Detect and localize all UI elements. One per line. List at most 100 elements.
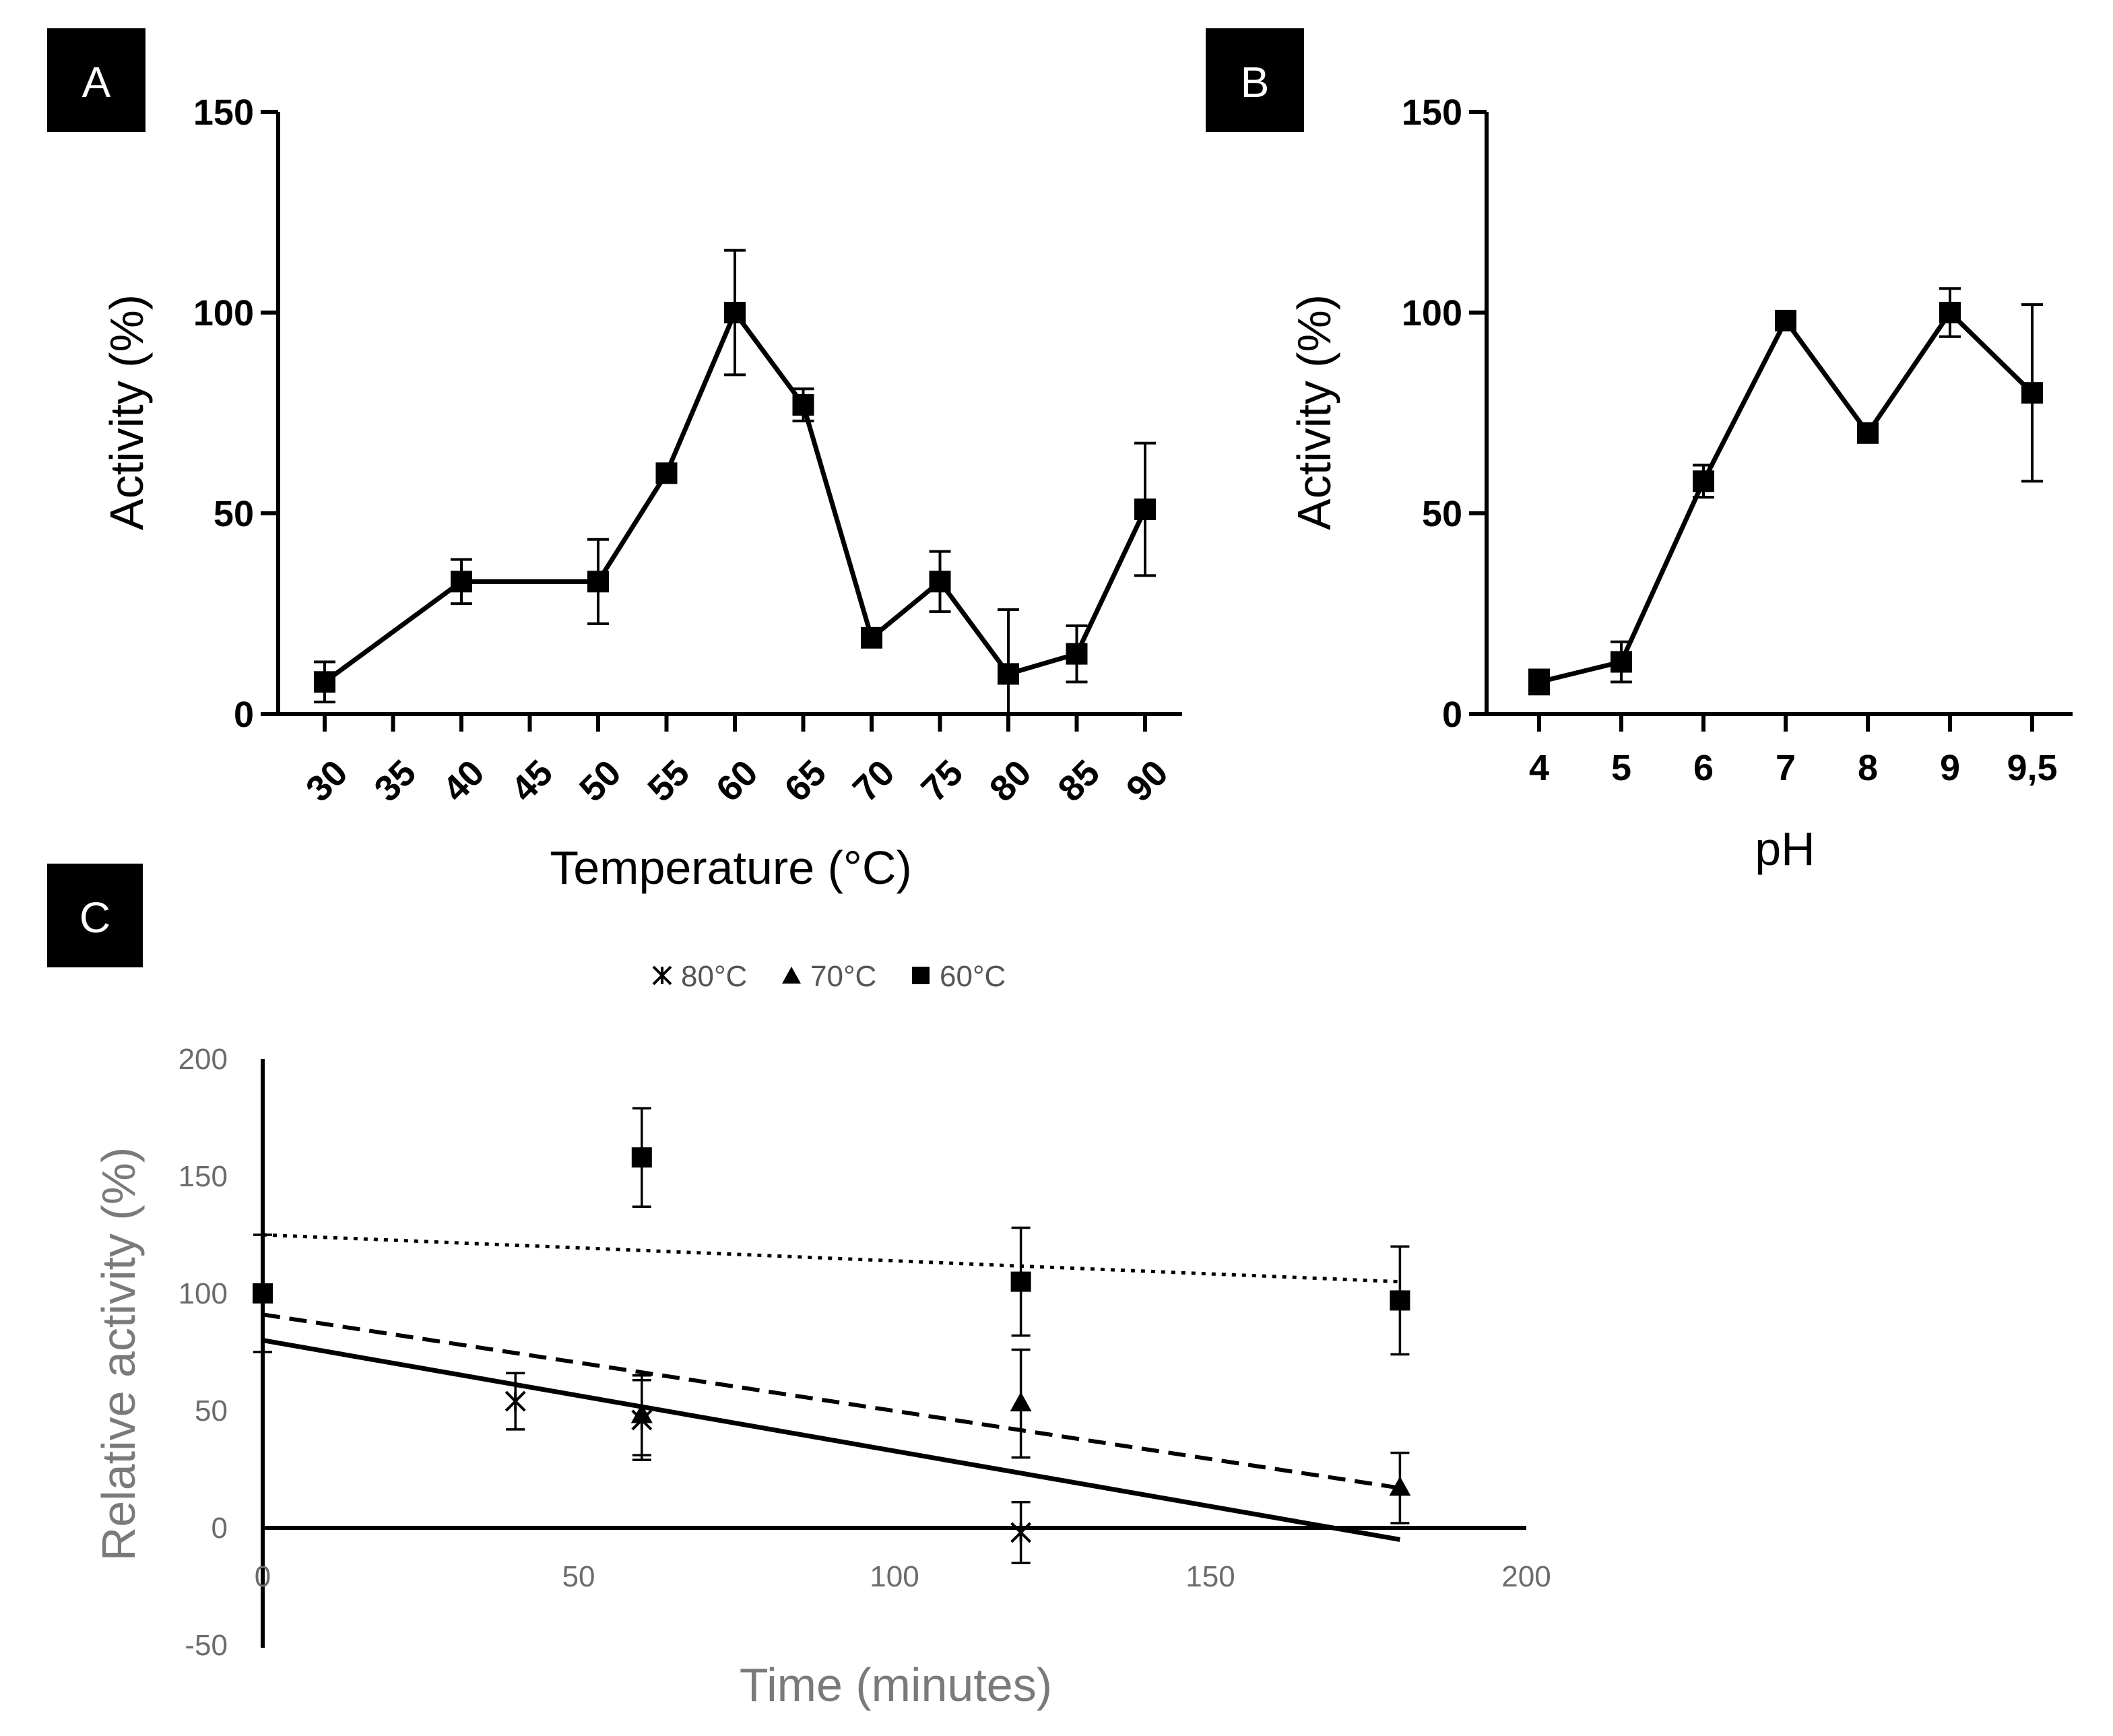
b-point-0 [1528, 671, 1550, 693]
panel-b-y-label: Activity (%) [1288, 294, 1340, 530]
b-y-tick-label-3: 150 [1402, 92, 1462, 133]
a-point-7 [929, 571, 951, 593]
panel-b-letter: B [1241, 58, 1270, 106]
panel-c-legend: 80°C 70°C 60°C [652, 960, 1006, 993]
c-legend-label-2: 60°C [940, 960, 1006, 993]
panel-c-x-ticks: 0 50 100 150 200 [255, 1560, 1551, 1593]
a-point-2 [587, 571, 609, 593]
a-point-9 [1066, 643, 1088, 665]
a-x-tick-label-8: 70 [845, 752, 903, 810]
panel-a-x-ticks: 30 35 40 45 50 55 60 65 70 75 80 85 90 [298, 714, 1176, 810]
b-point-3 [1775, 309, 1796, 331]
panel-c-letter-box [47, 864, 143, 967]
c-y-tick-label-4: 150 [178, 1160, 228, 1193]
a-x-tick-label-11: 85 [1050, 752, 1107, 810]
b-point-1 [1611, 651, 1632, 673]
a-x-tick-label-1: 35 [366, 752, 424, 810]
c-series-2-point-1 [631, 1147, 652, 1168]
b-x-tick-label-2: 6 [1693, 748, 1714, 788]
a-point-5 [792, 394, 814, 416]
c-legend-label-1: 70°C [810, 960, 876, 993]
c-series-2-point-0 [253, 1283, 273, 1304]
c-y-tick-label-2: 50 [195, 1394, 228, 1427]
a-x-tick-label-4: 50 [572, 752, 629, 810]
panel-c-chart: C 80°C 70°C 60°C -50 0 50 100 150 200 0 50 100 150… [47, 864, 1551, 1711]
c-x-tick-label-3: 150 [1185, 1560, 1235, 1593]
c-x-tick-label-0: 0 [255, 1560, 271, 1593]
panel-c-y-ticks: -50 0 50 100 150 200 [178, 1043, 228, 1662]
b-x-tick-label-3: 7 [1776, 748, 1796, 788]
c-y-tick-label-5: 200 [178, 1043, 228, 1076]
c-series-1-point-1 [1010, 1392, 1032, 1412]
b-point-4 [1857, 422, 1879, 444]
b-x-tick-label-5: 9 [1940, 748, 1960, 788]
a-point-6 [861, 626, 882, 649]
a-point-0 [314, 671, 335, 693]
a-point-3 [655, 462, 678, 484]
a-point-1 [451, 571, 472, 593]
panel-a-y-label: Activity (%) [100, 294, 153, 530]
panel-a-letter-box [47, 28, 145, 132]
a-y-tick-label-2: 100 [193, 293, 254, 333]
c-x-tick-label-1: 50 [562, 1560, 595, 1593]
c-legend-marker-0 [652, 965, 672, 986]
c-series-0-point-0 [505, 1390, 526, 1412]
panel-c-y-label: Relative activity (%) [92, 1147, 145, 1562]
a-point-4 [724, 302, 746, 323]
b-x-tick-label-1: 5 [1611, 748, 1631, 788]
a-x-tick-label-12: 90 [1119, 752, 1176, 810]
a-y-tick-label-0: 0 [234, 695, 254, 735]
c-series-1-point-2 [1389, 1476, 1411, 1496]
a-x-tick-label-2: 40 [435, 752, 492, 810]
panel-a-letter: A [82, 58, 111, 106]
c-legend-marker-1 [782, 966, 801, 984]
a-x-tick-label-3: 45 [503, 752, 560, 810]
c-trendline-1 [262, 1312, 1400, 1490]
panel-a-series [314, 249, 1156, 715]
c-y-tick-label-1: 0 [212, 1512, 228, 1545]
c-series-2-point-2 [1010, 1271, 1031, 1292]
b-x-tick-label-6: 9,5 [2007, 748, 2057, 788]
a-x-tick-label-9: 75 [913, 752, 971, 810]
panel-a-y-ticks: 0 50 100 150 [193, 92, 278, 735]
a-point-10 [1134, 499, 1156, 521]
b-point-2 [1693, 470, 1714, 492]
panel-c-letter: C [79, 893, 110, 942]
c-series-2-point-3 [1390, 1290, 1410, 1311]
panel-c-x-label: Time (minutes) [740, 1659, 1052, 1711]
c-y-tick-label-3: 100 [178, 1277, 228, 1310]
b-point-6 [2021, 382, 2043, 404]
b-point-5 [1939, 302, 1961, 323]
a-x-tick-label-10: 80 [982, 752, 1039, 810]
b-y-tick-label-0: 0 [1442, 695, 1462, 735]
a-x-tick-label-7: 65 [777, 752, 834, 810]
c-x-tick-label-2: 100 [870, 1560, 919, 1593]
a-y-tick-label-3: 150 [193, 92, 254, 133]
c-x-tick-label-4: 200 [1501, 1560, 1551, 1593]
panel-c-series [253, 1107, 1411, 1564]
b-y-tick-label-2: 100 [1402, 293, 1462, 333]
b-series-line [1538, 310, 2034, 684]
panel-b-chart: B 0 50 100 150 4 5 6 7 8 9 9,5 Activity (%) pH [1206, 28, 2073, 875]
panel-b-x-label: pH [1755, 823, 1815, 875]
c-series-1-point-0 [630, 1403, 653, 1423]
panel-b-series [1528, 287, 2043, 696]
a-y-tick-label-1: 50 [214, 494, 254, 534]
c-trendline-2 [262, 1233, 1400, 1284]
c-trendline-0 [262, 1338, 1401, 1542]
c-legend-label-0: 80°C [681, 960, 747, 993]
a-x-tick-label-6: 60 [709, 752, 766, 810]
c-y-tick-label-0: -50 [185, 1629, 228, 1662]
b-x-tick-label-0: 4 [1529, 748, 1549, 788]
panel-c-trendlines [262, 1233, 1401, 1542]
a-error-bar-8 [998, 608, 1019, 715]
panel-a-x-label: Temperature (°C) [550, 841, 912, 894]
a-point-8 [998, 663, 1019, 685]
panel-b-letter-box [1206, 28, 1304, 132]
a-x-tick-label-5: 55 [640, 752, 697, 810]
a-x-tick-label-0: 30 [298, 752, 356, 810]
b-y-tick-label-1: 50 [1422, 494, 1462, 534]
c-series-0-point-2 [1010, 1522, 1032, 1543]
